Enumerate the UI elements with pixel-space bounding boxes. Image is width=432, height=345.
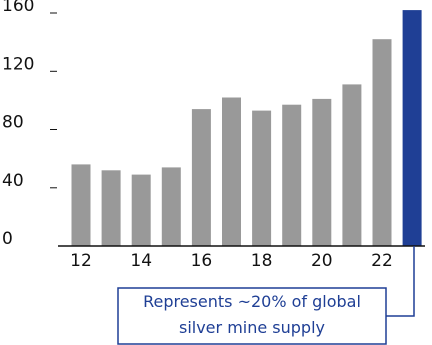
callout-line-2: silver mine supply: [179, 318, 325, 337]
callout-box: [117, 287, 387, 345]
bar-15: [161, 167, 181, 246]
bar-20: [312, 98, 332, 247]
bar-13: [101, 170, 121, 246]
x-axis: 12 14 16 18 20 22: [70, 251, 393, 271]
y-axis: 0 40 80 120 160: [2, 0, 57, 249]
y-tick-label-0: 0: [2, 229, 13, 249]
x-tick-label-14: 14: [130, 251, 152, 271]
annotation-callout: Represents ~20% of global silver mine su…: [117, 246, 415, 345]
y-tick-label-80: 80: [2, 113, 24, 133]
callout-line-1: Represents ~20% of global: [143, 292, 361, 311]
y-tick-label-40: 40: [2, 171, 24, 191]
bar-23: [402, 10, 422, 246]
x-tick-label-18: 18: [251, 251, 273, 271]
y-tick-label-120: 120: [2, 54, 34, 74]
x-tick-label-12: 12: [70, 251, 92, 271]
bar-18: [252, 110, 272, 246]
bar-17: [222, 97, 241, 246]
callout-connector: [385, 246, 415, 317]
bar-19: [282, 104, 302, 246]
x-tick-label-16: 16: [191, 251, 213, 271]
bar-21: [342, 84, 362, 247]
y-tick-label-160: 160: [2, 0, 34, 16]
bar-14: [131, 174, 151, 246]
bar-22: [372, 39, 392, 247]
x-tick-label-20: 20: [311, 251, 333, 271]
bars: [71, 10, 422, 247]
bar-16: [191, 109, 211, 246]
x-tick-label-22: 22: [371, 251, 393, 271]
bar-12: [71, 164, 91, 246]
